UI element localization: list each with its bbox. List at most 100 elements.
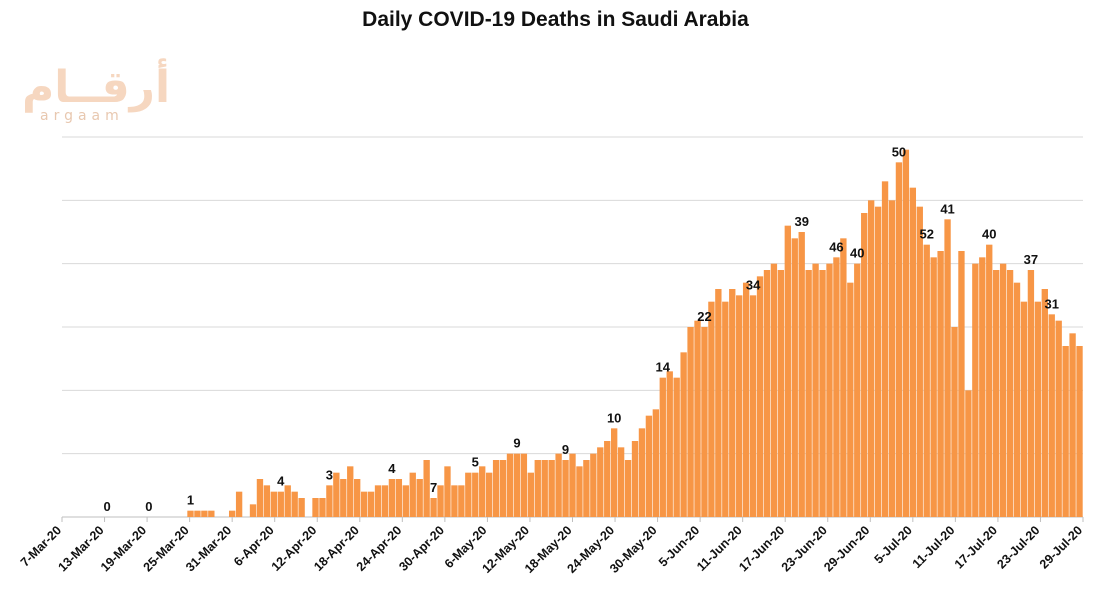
bar: [854, 263, 861, 517]
bar: [895, 162, 903, 518]
bar: [617, 447, 625, 517]
bar: [256, 479, 264, 517]
bar: [1027, 270, 1035, 517]
data-label: 34: [746, 277, 761, 292]
x-tick-label: 29-Jun-20: [821, 523, 872, 574]
bar: [513, 453, 521, 517]
bar: [763, 270, 771, 517]
bar: [902, 149, 910, 517]
bar: [611, 428, 618, 517]
bar: [972, 263, 979, 517]
bar: [1006, 270, 1014, 517]
x-tick-label: 5-Jul-20: [872, 523, 915, 566]
data-label: 10: [607, 410, 621, 425]
bar: [944, 219, 951, 518]
bar: [492, 460, 500, 517]
bar: [277, 491, 284, 517]
bar: [485, 472, 493, 517]
x-tick-label: 18-Apr-20: [311, 523, 362, 574]
bar: [965, 390, 972, 517]
x-tick-labels: 7-Mar-2013-Mar-2019-Mar-2025-Mar-2031-Ma…: [18, 523, 1085, 576]
bar: [520, 453, 528, 517]
bar: [930, 257, 937, 517]
bar: [874, 206, 882, 517]
data-label: 40: [850, 246, 864, 261]
bar: [583, 460, 590, 517]
bar: [687, 327, 694, 517]
bar: [881, 181, 889, 518]
bar: [958, 251, 965, 517]
bar: [986, 244, 993, 517]
bar: [1069, 333, 1076, 517]
bar: [812, 263, 819, 517]
bar: [923, 244, 930, 517]
bar: [840, 238, 847, 518]
bar: [444, 466, 451, 517]
bar: [374, 485, 382, 517]
bar: [1020, 301, 1028, 517]
logo-arabic-text: أرقــام: [22, 62, 171, 113]
data-label: 40: [982, 227, 996, 242]
bar: [569, 453, 576, 517]
bar: [1034, 301, 1042, 517]
x-tick-label: 12-Apr-20: [269, 523, 320, 574]
bar: [701, 327, 708, 517]
bar: [708, 301, 715, 517]
data-label: 37: [1024, 252, 1038, 267]
bar: [645, 415, 653, 517]
bar: [1048, 314, 1055, 517]
bar: [1041, 289, 1048, 517]
bar: [722, 301, 729, 517]
bar: [367, 491, 375, 517]
bar: [402, 485, 409, 517]
bar: [326, 485, 333, 517]
data-label: 0: [104, 499, 111, 514]
bar: [951, 327, 958, 517]
bar: [458, 485, 465, 517]
data-label: 0: [145, 499, 152, 514]
bar: [548, 460, 555, 517]
bar: [381, 485, 389, 517]
bar: [770, 263, 778, 517]
bars: [187, 149, 1083, 518]
bar: [993, 270, 1000, 517]
bar: [937, 251, 944, 517]
bar: [479, 466, 486, 517]
data-label: 9: [513, 436, 520, 451]
data-label: 4: [277, 474, 285, 489]
bar: [430, 498, 437, 517]
bar: [861, 213, 868, 517]
bar: [423, 460, 430, 517]
bar: [416, 479, 423, 517]
bar: [284, 485, 291, 517]
bar: [340, 479, 347, 517]
x-tick-label: 31-Mar-20: [183, 523, 234, 574]
bar: [1013, 282, 1021, 517]
data-label: 27: [1079, 0, 1093, 3]
x-tick-label: 30-Apr-20: [396, 523, 447, 574]
data-label: 1: [187, 493, 194, 508]
bar: [749, 295, 757, 517]
bar: [979, 257, 986, 517]
bar: [742, 282, 750, 517]
data-label: 41: [940, 201, 954, 216]
bar: [291, 491, 298, 517]
bar: [465, 472, 472, 517]
data-label: 52: [919, 227, 933, 242]
bar: [298, 498, 305, 517]
bar: [360, 491, 368, 517]
bar: [909, 187, 917, 517]
bar: [451, 485, 458, 517]
bar: [826, 263, 833, 517]
bar: [534, 460, 541, 517]
bar: [437, 485, 444, 517]
bar: [652, 409, 660, 517]
data-label: 7: [430, 480, 437, 495]
data-label: 5: [472, 455, 479, 470]
data-labels: 00143475991014223439464050524140373127: [104, 0, 1094, 514]
bar: [354, 479, 361, 517]
bar: [208, 510, 215, 517]
bar: [791, 238, 798, 518]
bar: [235, 491, 243, 517]
